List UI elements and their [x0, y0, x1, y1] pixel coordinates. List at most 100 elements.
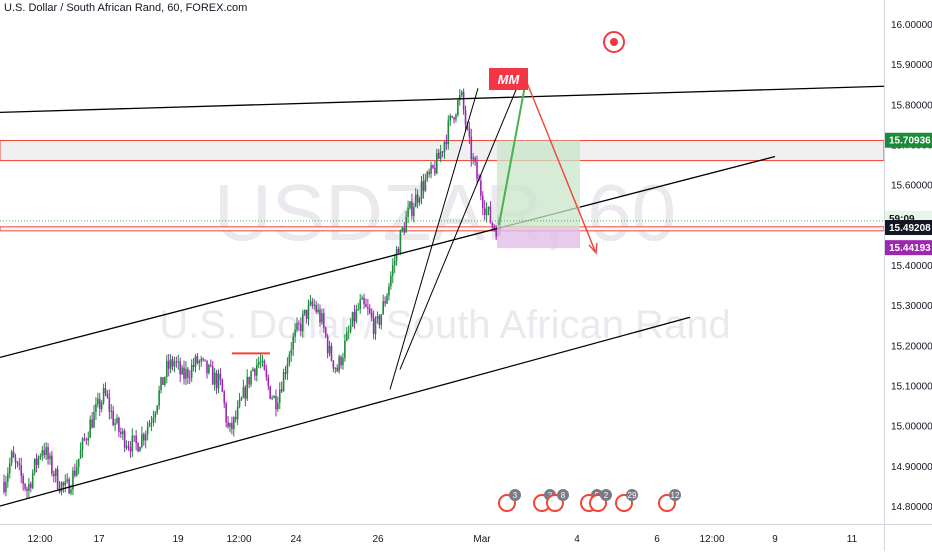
event-count: 12 [671, 491, 680, 500]
candle-body [175, 361, 178, 363]
candle-body [81, 438, 84, 450]
candle-body [196, 356, 199, 364]
candle-body [313, 304, 316, 306]
candle-body [246, 376, 249, 399]
candle-body [64, 481, 67, 486]
candle-body [248, 376, 250, 385]
candle-body [485, 209, 488, 216]
candle-body [20, 464, 23, 476]
candle-body [204, 359, 206, 361]
price-tick: 14.90000 [891, 462, 932, 473]
steep-channel-line[interactable] [399, 80, 521, 370]
time-tick: 4 [574, 534, 580, 545]
candle-body [391, 265, 394, 276]
candle-body [447, 120, 450, 145]
candle-body [158, 390, 160, 406]
steep-channel-line[interactable] [389, 88, 479, 390]
candle-body [133, 435, 136, 437]
candle-body [110, 411, 113, 413]
candle-body [252, 368, 254, 372]
candles [3, 88, 501, 499]
candle-body [365, 304, 367, 307]
price-tick: 15.10000 [891, 382, 932, 393]
price-axis[interactable]: 16.0000015.9000015.8000015.7000015.60000… [884, 0, 932, 524]
candle-body [129, 447, 132, 452]
candle-body [319, 309, 321, 323]
candle-body [351, 311, 354, 327]
candle-body [273, 396, 275, 398]
time-tick: 12:00 [226, 534, 251, 545]
candle-body [146, 426, 149, 435]
candle-body [380, 314, 383, 325]
candle-body [37, 456, 40, 465]
candle-body [85, 439, 88, 441]
candle-body [102, 388, 105, 402]
candle-body [418, 199, 421, 203]
candle-body [424, 179, 427, 191]
candle-body [487, 206, 490, 210]
candle-body [121, 431, 124, 434]
support-zone [0, 226, 884, 232]
candle-body [324, 327, 327, 337]
event-count: 8 [561, 491, 566, 500]
candle-body [294, 329, 296, 337]
candle-body [338, 356, 340, 372]
candle-body [31, 472, 34, 488]
candle-body [148, 423, 151, 427]
price-tick: 16.00000 [891, 20, 932, 31]
price-tick: 15.60000 [891, 181, 932, 192]
candle-body [495, 228, 497, 237]
trend-line[interactable] [0, 316, 691, 507]
projection-down-arrow [525, 79, 596, 252]
time-tick: 19 [172, 534, 184, 545]
candle-body [326, 336, 329, 354]
stop-box [497, 228, 580, 249]
candle-body [422, 181, 425, 191]
candle-body [72, 470, 74, 490]
chart-canvas[interactable]: USDZAR, 60 U.S. Dollar / South African Ra… [0, 0, 884, 524]
candle-body [301, 314, 304, 332]
candle-body [68, 479, 70, 494]
candle-body [363, 297, 365, 305]
candle-body [288, 354, 291, 365]
candle-body [255, 365, 258, 376]
profit-box [497, 140, 580, 229]
price-label-stop: 15.44193 [889, 243, 931, 254]
price-label-zone: 15.70936 [889, 136, 931, 147]
mm-label-box[interactable] [489, 68, 528, 90]
candle-body [401, 227, 404, 231]
candle-body [353, 311, 356, 322]
eye-icon[interactable] [603, 31, 625, 53]
candle-body [87, 437, 90, 441]
candle-body [284, 372, 287, 374]
time-axis[interactable]: 12:00 17 19 12:00 24 26 Mar 4 6 12:00 9 11 [0, 524, 884, 551]
candle-body [483, 207, 486, 216]
candle-body [307, 304, 310, 319]
candle-body [409, 201, 411, 209]
candle-body [290, 349, 293, 355]
candle-body [150, 422, 153, 424]
candle-body [453, 117, 455, 120]
candle-body [225, 403, 227, 423]
price-tick: 15.80000 [891, 100, 932, 111]
candle-body [95, 404, 97, 413]
candle-body [164, 377, 166, 385]
candle-body [393, 260, 396, 266]
candle-body [493, 226, 496, 229]
candle-body [22, 475, 24, 485]
candle-body [123, 431, 126, 448]
candle-body [211, 365, 214, 385]
candle-body [441, 151, 444, 153]
candle-body [142, 434, 145, 441]
candle-body [154, 412, 157, 419]
candle-body [311, 301, 314, 306]
event-count: 3 [513, 491, 518, 500]
trend-line[interactable] [0, 155, 776, 359]
candle-body [378, 315, 381, 325]
candle-body [135, 435, 137, 444]
trend-line[interactable] [0, 85, 884, 114]
candle-body [305, 309, 308, 319]
candle-body [267, 377, 270, 387]
price-label-countdown: 59:09 [889, 214, 915, 225]
